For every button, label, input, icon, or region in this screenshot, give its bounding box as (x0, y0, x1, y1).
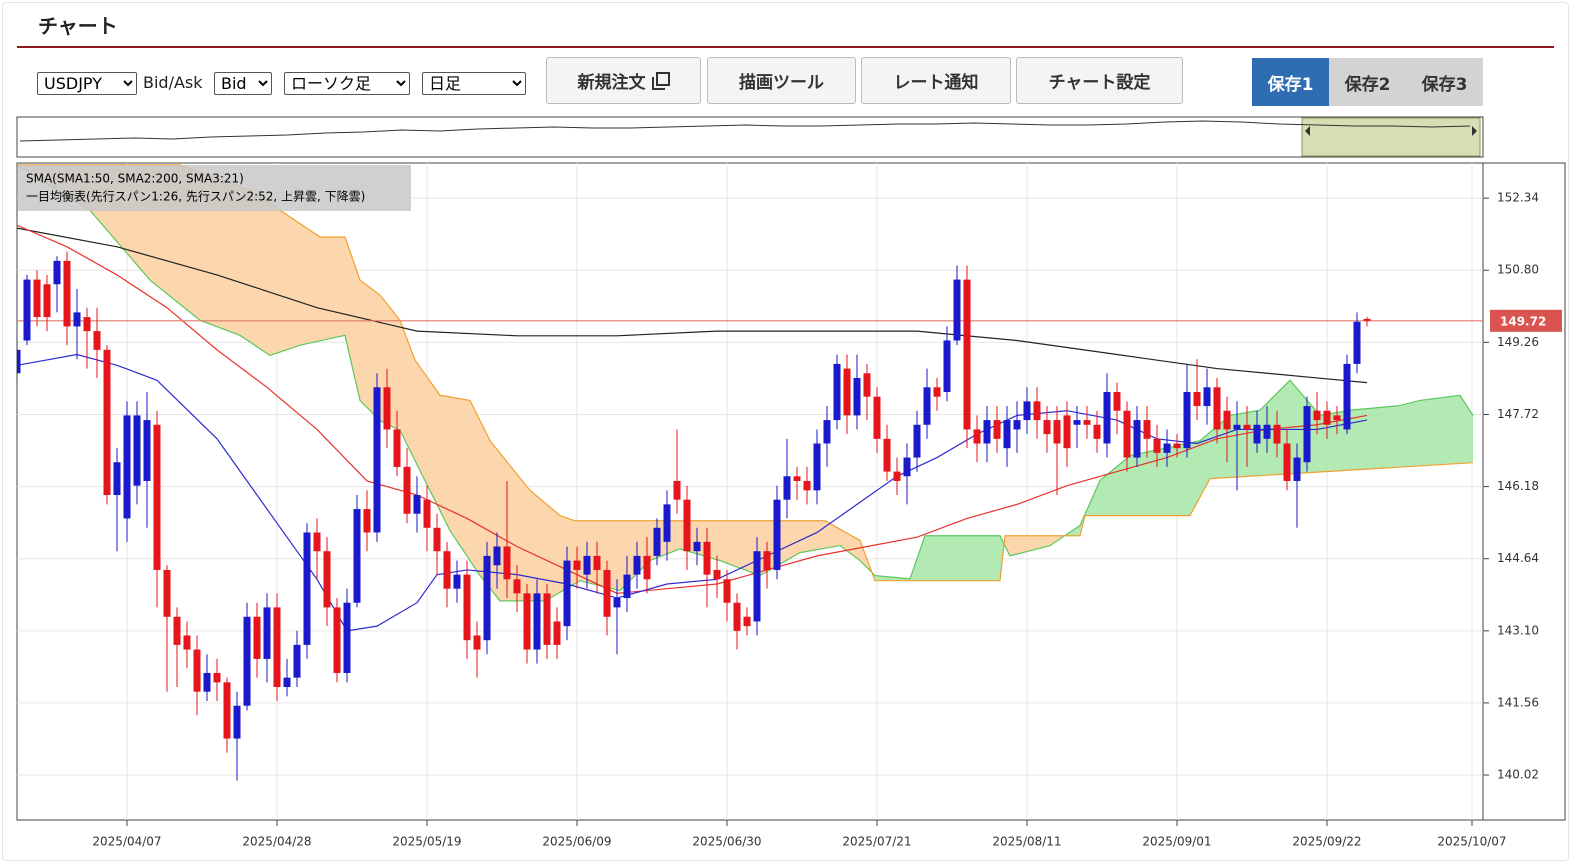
button-label: チャート設定 (1048, 73, 1151, 93)
period-select[interactable]: 日足 (422, 72, 526, 95)
button-label: レート通知 (893, 73, 979, 93)
chart-settings-button[interactable]: チャート設定 (1016, 57, 1183, 104)
title-rule (17, 46, 1554, 48)
rate-alert-button[interactable]: レート通知 (861, 57, 1011, 104)
save-tab[interactable]: 保存1 (1252, 58, 1329, 106)
symbol-select[interactable]: USDJPY (37, 72, 137, 95)
chart-style-select[interactable]: ローソク足 (284, 72, 410, 95)
new-order-button[interactable]: 新規注文 (546, 57, 701, 104)
popup-icon (651, 71, 670, 90)
bid-ask-label: Bid/Ask (143, 73, 203, 92)
price-type-select[interactable]: Bid (214, 72, 272, 95)
save-tab[interactable]: 保存3 (1406, 58, 1483, 106)
page-title: チャート (38, 14, 118, 38)
button-label: 新規注文 (577, 73, 646, 93)
button-label: 描画ツール (739, 73, 824, 93)
drawing-tool-button[interactable]: 描画ツール (707, 57, 856, 104)
save-tab[interactable]: 保存2 (1329, 58, 1406, 106)
